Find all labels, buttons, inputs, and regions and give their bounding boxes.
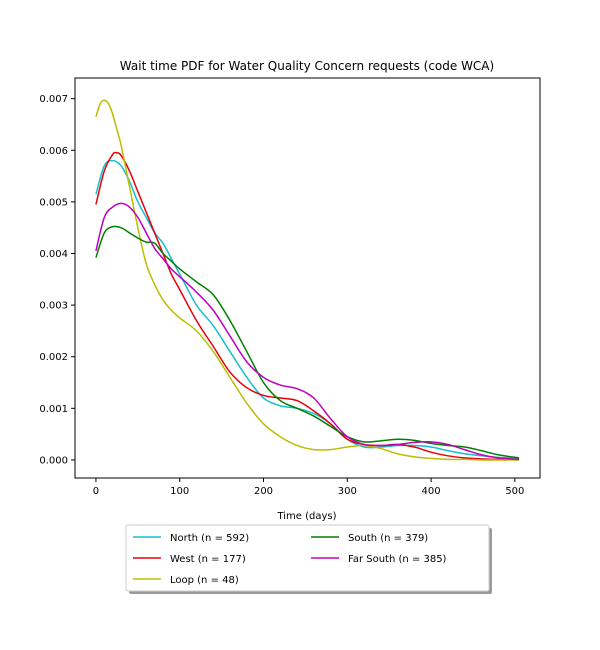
y-tick-label: 0.005 [39, 197, 68, 208]
series-line-1 [95, 159, 520, 460]
x-axis: 0 100 200 300 400 500 [93, 478, 524, 497]
x-tick-label: 200 [254, 486, 273, 497]
series-line-2 [95, 151, 520, 461]
legend: North (n = 592) West (n = 177) Loop (n = 4… [125, 524, 492, 594]
y-tick-label: 0.002 [39, 352, 68, 363]
x-tick-label: 300 [338, 486, 357, 497]
plot-area [74, 77, 541, 479]
y-tick-label: 0.000 [39, 455, 68, 466]
legend-label-5: Far South (n = 385) [348, 554, 447, 565]
y-tick-label: 0.007 [39, 94, 68, 105]
legend-box [125, 524, 490, 592]
series-line-3 [95, 99, 520, 461]
x-tick-label: 100 [170, 486, 189, 497]
y-tick-label: 0.001 [39, 404, 68, 415]
series-line-4 [95, 225, 520, 459]
y-tick-label: 0.004 [39, 249, 68, 260]
x-tick-label: 400 [422, 486, 441, 497]
y-tick-label: 0.003 [39, 301, 68, 312]
y-axis: 0.000 0.001 0.002 0.003 0.004 0.005 0.006 0.007 [39, 94, 75, 466]
chart-title: Wait time PDF for Water Quality Concern … [120, 59, 494, 73]
legend-label-4: South (n = 379) [348, 533, 428, 544]
legend-label-2: West (n = 177) [170, 554, 246, 565]
y-tick-label: 0.006 [39, 146, 68, 157]
legend-label-3: Loop (n = 48) [170, 575, 239, 586]
plot-frame [74, 77, 541, 479]
legend-label-1: North (n = 592) [170, 533, 249, 544]
x-tick-label: 0 [93, 486, 99, 497]
x-tick-label: 500 [505, 486, 524, 497]
series-line-5 [95, 202, 520, 461]
x-axis-label: Time (days) [276, 511, 336, 522]
